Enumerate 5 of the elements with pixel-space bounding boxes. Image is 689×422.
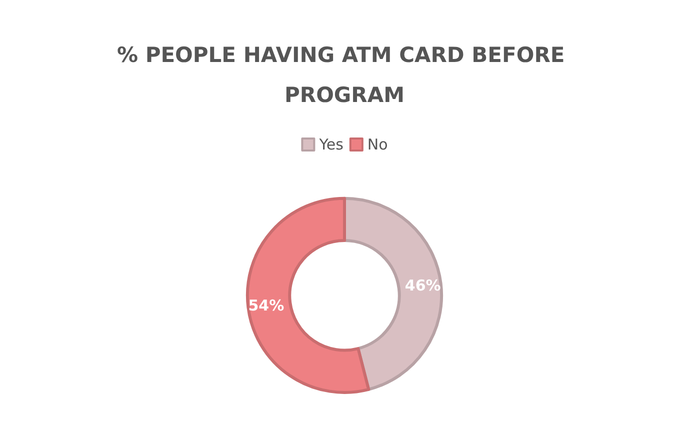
legend-label: No <box>367 136 388 154</box>
chart-title: % PEOPLE HAVING ATM CARD BEFORE PROGRAM <box>116 43 572 107</box>
legend-label: Yes <box>318 136 344 154</box>
data-label: 46% <box>404 276 441 295</box>
data-label: 54% <box>248 296 284 314</box>
